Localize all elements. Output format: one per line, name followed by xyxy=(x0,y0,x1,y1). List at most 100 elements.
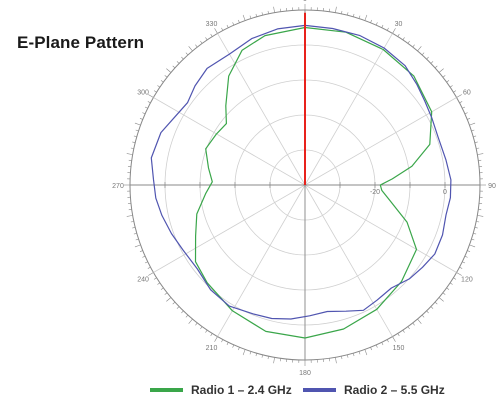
grid-spoke xyxy=(153,97,306,186)
degree-tick xyxy=(232,344,235,348)
degree-tick xyxy=(370,19,372,23)
degree-tick xyxy=(166,297,172,302)
angle-label: 150 xyxy=(393,345,405,352)
degree-tick xyxy=(471,129,475,132)
degree-tick xyxy=(181,310,184,314)
degree-tick xyxy=(205,329,208,333)
series-group xyxy=(150,12,452,339)
degree-tick xyxy=(144,106,148,109)
series-line-2 xyxy=(150,24,452,320)
degree-tick xyxy=(421,314,425,318)
degree-tick xyxy=(467,118,471,120)
degree-tick xyxy=(407,40,410,44)
degree-tick xyxy=(157,282,161,285)
degree-tick xyxy=(392,28,396,34)
degree-tick xyxy=(474,227,478,229)
degree-tick xyxy=(210,33,213,37)
degree-tick xyxy=(473,135,477,138)
degree-tick xyxy=(469,244,476,248)
degree-tick xyxy=(261,354,263,358)
degree-tick xyxy=(164,75,168,78)
angle-label: 330 xyxy=(206,21,218,28)
grid-spoke xyxy=(217,33,306,186)
degree-tick xyxy=(139,118,143,120)
degree-tick xyxy=(464,112,468,115)
degree-tick xyxy=(135,129,139,132)
degree-tick xyxy=(434,301,438,305)
degree-tick xyxy=(335,6,337,13)
degree-tick xyxy=(412,322,415,326)
degree-tick xyxy=(176,61,180,64)
degree-tick xyxy=(153,277,157,280)
degree-tick xyxy=(352,353,355,357)
degree-tick xyxy=(438,68,444,73)
angle-label: 270 xyxy=(112,183,124,190)
grid-spoke xyxy=(217,184,306,337)
tick-labels: 0 30 60 90 120 150 180 210 240 270 300 330 -20 0 xyxy=(112,0,496,377)
degree-tick xyxy=(188,318,193,324)
degree-tick xyxy=(421,52,425,56)
degree-tick xyxy=(132,141,136,143)
degree-tick xyxy=(135,238,139,241)
degree-tick xyxy=(392,336,396,342)
degree-tick xyxy=(255,353,258,357)
degree-tick xyxy=(221,27,224,31)
degree-tick xyxy=(471,238,475,241)
degree-tick xyxy=(430,61,434,64)
degree-tick xyxy=(358,15,361,19)
degree-tick xyxy=(273,6,275,13)
degree-tick xyxy=(430,306,434,309)
degree-tick xyxy=(469,122,476,126)
degree-tick xyxy=(210,333,213,337)
degree-tick xyxy=(438,297,444,302)
degree-tick xyxy=(249,15,252,19)
degree-tick xyxy=(464,255,468,258)
degree-tick xyxy=(459,266,463,269)
degree-tick xyxy=(397,333,400,337)
degree-tick xyxy=(467,250,471,252)
degree-tick xyxy=(412,44,415,48)
degree-tick xyxy=(335,357,337,364)
degree-tick xyxy=(407,326,410,330)
degree-tick xyxy=(226,24,229,28)
degree-tick xyxy=(364,349,368,356)
degree-tick xyxy=(474,141,478,143)
angle-label: 60 xyxy=(463,90,471,97)
degree-tick xyxy=(426,310,429,314)
chart-title: E-Plane Pattern xyxy=(17,33,145,52)
degree-tick xyxy=(195,44,198,48)
degree-tick xyxy=(185,314,189,318)
degree-tick xyxy=(453,90,457,93)
grid-spoke xyxy=(304,33,393,186)
degree-tick xyxy=(442,75,446,78)
degree-tick xyxy=(238,19,240,23)
degree-tick xyxy=(375,344,378,348)
degree-tick xyxy=(142,112,146,115)
radial-label: -20 xyxy=(370,189,380,196)
degree-tick xyxy=(147,101,151,104)
angle-label: 210 xyxy=(206,345,218,352)
angle-label: 300 xyxy=(137,90,149,97)
degree-tick xyxy=(352,13,355,17)
degree-tick xyxy=(133,135,137,138)
grid-spoke xyxy=(304,184,457,273)
degree-tick xyxy=(142,255,146,258)
degree-tick xyxy=(446,287,450,290)
degree-tick xyxy=(456,94,462,98)
degree-tick xyxy=(221,339,224,343)
degree-tick xyxy=(157,85,161,88)
degree-tick xyxy=(132,227,136,229)
degree-tick xyxy=(164,292,168,295)
degree-tick xyxy=(442,292,446,295)
degree-tick xyxy=(477,153,484,155)
degree-tick xyxy=(242,14,246,21)
degree-tick xyxy=(341,10,343,14)
degree-tick xyxy=(370,347,372,351)
degree-tick xyxy=(181,56,184,60)
degree-tick xyxy=(402,37,405,41)
degree-tick xyxy=(386,27,389,31)
degree-tick xyxy=(188,46,193,52)
degree-tick xyxy=(172,65,176,69)
degree-tick xyxy=(249,351,252,355)
degree-tick xyxy=(397,33,400,37)
